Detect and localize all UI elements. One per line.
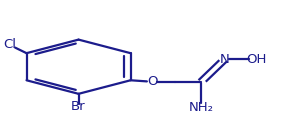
Text: O: O: [147, 75, 157, 88]
Text: OH: OH: [246, 53, 266, 66]
Text: N: N: [220, 53, 229, 66]
Text: Br: Br: [71, 100, 86, 113]
Text: Cl: Cl: [3, 38, 16, 51]
Text: NH₂: NH₂: [189, 101, 214, 114]
